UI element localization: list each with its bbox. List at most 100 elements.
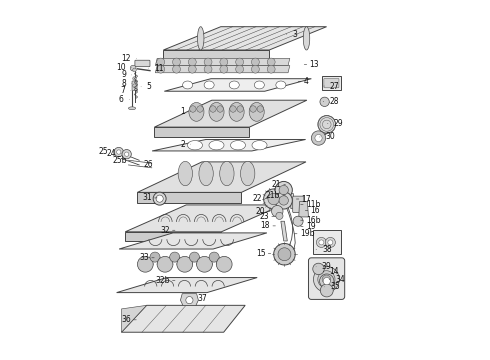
Polygon shape (290, 194, 294, 209)
Circle shape (137, 256, 153, 272)
Circle shape (325, 237, 335, 247)
Circle shape (318, 271, 335, 288)
Circle shape (170, 252, 180, 262)
Polygon shape (152, 139, 306, 151)
Polygon shape (299, 202, 309, 217)
Circle shape (323, 278, 330, 285)
Text: 25b: 25b (113, 156, 133, 165)
Ellipse shape (178, 161, 193, 186)
Ellipse shape (197, 27, 204, 50)
FancyBboxPatch shape (293, 196, 304, 213)
FancyBboxPatch shape (132, 81, 137, 91)
Text: 19b: 19b (294, 229, 315, 238)
Text: 3: 3 (286, 30, 297, 39)
Ellipse shape (204, 65, 212, 73)
Polygon shape (137, 162, 306, 192)
Ellipse shape (251, 65, 259, 73)
Circle shape (150, 252, 160, 262)
Text: 37: 37 (192, 294, 207, 303)
Ellipse shape (188, 140, 202, 150)
Ellipse shape (188, 65, 196, 73)
Text: 25: 25 (98, 147, 113, 156)
Circle shape (276, 212, 283, 220)
Circle shape (130, 65, 136, 71)
Ellipse shape (204, 81, 214, 89)
Polygon shape (122, 305, 147, 332)
Circle shape (237, 106, 244, 112)
Circle shape (153, 192, 166, 205)
Text: 17: 17 (296, 194, 311, 203)
Text: 30: 30 (319, 132, 336, 141)
Circle shape (322, 275, 331, 284)
FancyBboxPatch shape (324, 78, 339, 88)
Text: 7: 7 (121, 86, 131, 95)
Circle shape (319, 274, 334, 288)
Circle shape (320, 284, 333, 297)
Ellipse shape (157, 65, 165, 73)
Circle shape (190, 106, 196, 112)
Circle shape (156, 195, 163, 202)
Ellipse shape (172, 65, 180, 73)
Ellipse shape (241, 161, 255, 186)
Polygon shape (154, 100, 307, 127)
Text: 2: 2 (180, 140, 191, 149)
Polygon shape (164, 50, 269, 61)
FancyBboxPatch shape (313, 230, 341, 253)
Ellipse shape (252, 140, 267, 150)
Circle shape (117, 150, 121, 154)
Ellipse shape (220, 58, 228, 66)
Circle shape (264, 189, 284, 209)
Ellipse shape (209, 140, 224, 150)
Text: 19: 19 (300, 222, 316, 231)
FancyBboxPatch shape (135, 60, 150, 67)
Circle shape (124, 152, 129, 156)
Ellipse shape (229, 81, 239, 89)
Ellipse shape (229, 103, 244, 121)
Polygon shape (154, 127, 249, 137)
Text: 16: 16 (305, 206, 320, 215)
Text: 33: 33 (139, 253, 154, 262)
Ellipse shape (209, 103, 224, 121)
Ellipse shape (267, 65, 275, 73)
Circle shape (190, 252, 199, 262)
Circle shape (157, 256, 173, 272)
Text: 36: 36 (121, 315, 136, 324)
Text: 32b: 32b (155, 276, 175, 285)
Polygon shape (125, 205, 282, 232)
Circle shape (318, 116, 336, 134)
Polygon shape (180, 294, 198, 306)
Polygon shape (155, 58, 290, 66)
Text: 8: 8 (121, 79, 132, 88)
Text: 9: 9 (121, 71, 132, 80)
Text: 38: 38 (316, 245, 332, 254)
Ellipse shape (267, 58, 275, 66)
Polygon shape (122, 305, 245, 332)
Circle shape (197, 106, 203, 112)
Text: 23: 23 (259, 212, 274, 221)
Circle shape (320, 97, 329, 107)
Polygon shape (117, 278, 257, 293)
Circle shape (271, 206, 283, 217)
Circle shape (133, 84, 136, 87)
Text: 21: 21 (271, 180, 286, 189)
Text: 20: 20 (255, 207, 270, 216)
Ellipse shape (254, 81, 265, 89)
Circle shape (186, 297, 193, 304)
Text: 16b: 16b (300, 216, 320, 225)
Ellipse shape (183, 81, 193, 89)
Ellipse shape (303, 27, 310, 50)
Polygon shape (164, 27, 326, 50)
Text: 11: 11 (148, 64, 163, 73)
Text: 31: 31 (142, 193, 157, 202)
Ellipse shape (230, 140, 245, 150)
Text: 4: 4 (298, 77, 308, 86)
Polygon shape (119, 233, 267, 249)
Ellipse shape (199, 161, 213, 186)
Circle shape (313, 263, 324, 275)
Text: 34: 34 (329, 275, 345, 284)
Polygon shape (137, 192, 242, 203)
Circle shape (317, 237, 326, 247)
Circle shape (311, 131, 326, 145)
Ellipse shape (236, 65, 244, 73)
Ellipse shape (188, 58, 196, 66)
